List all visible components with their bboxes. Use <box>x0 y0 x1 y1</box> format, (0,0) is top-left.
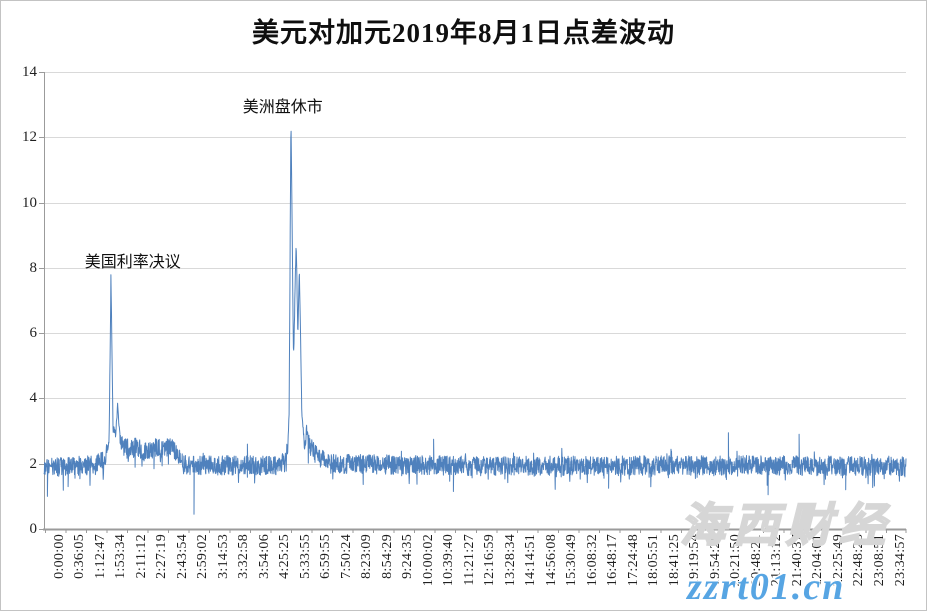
x-axis-label: 1:12:47 <box>92 534 108 579</box>
x-axis-label: 15:30:49 <box>564 534 580 587</box>
x-axis-label: 7:50:24 <box>338 534 354 579</box>
y-axis-label: 12 <box>22 129 37 146</box>
x-axis-label: 10:39:40 <box>441 534 457 587</box>
y-axis-label: 10 <box>22 194 37 211</box>
y-axis-label: 2 <box>29 455 38 472</box>
x-axis-label: 12:16:59 <box>482 534 498 587</box>
x-axis-label: 13:28:34 <box>502 534 518 587</box>
annotation-rate-decision: 美国利率决议 <box>84 254 181 272</box>
x-axis-label: 1:53:34 <box>113 534 129 579</box>
x-axis-label: 6:59:55 <box>318 534 334 579</box>
chart-title: 美元对加元2019年8月1日点差波动 <box>252 18 675 48</box>
x-axis-label: 17:24:48 <box>625 534 641 587</box>
x-axis-label: 16:48:17 <box>605 534 621 587</box>
x-axis-label: 3:54:06 <box>256 534 272 579</box>
watermark-gray-text: 海西财经 <box>679 499 892 552</box>
x-axis-label: 14:56:08 <box>543 534 559 587</box>
x-axis-label: 0:00:00 <box>51 534 67 579</box>
x-axis-label: 3:32:58 <box>236 534 252 579</box>
x-axis-label: 18:05:51 <box>646 534 662 587</box>
y-axis-label: 0 <box>29 521 38 537</box>
x-axis-label: 10:00:02 <box>420 534 436 587</box>
x-axis-label: 11:21:27 <box>461 534 477 586</box>
y-axis-label: 4 <box>29 390 38 407</box>
x-axis-label: 2:43:54 <box>174 534 190 579</box>
x-axis-label: 4:25:25 <box>277 534 293 579</box>
x-axis-label: 16:08:32 <box>584 534 600 587</box>
x-axis-label: 0:36:05 <box>72 534 87 579</box>
x-axis-label: 3:14:53 <box>215 534 231 579</box>
spread-series-line <box>43 130 907 515</box>
x-axis-label: 14:14:51 <box>523 534 539 587</box>
x-axis-label: 23:34:57 <box>892 534 908 587</box>
x-axis-label: 2:11:12 <box>133 534 149 579</box>
x-axis-label: 2:27:19 <box>154 534 170 579</box>
y-axis-label: 8 <box>29 259 38 276</box>
x-axis-label: 5:33:55 <box>297 534 313 579</box>
x-axis-label: 9:24:35 <box>400 534 416 579</box>
y-axis-label: 14 <box>22 64 37 80</box>
x-axis-label: 8:54:29 <box>379 534 395 579</box>
watermark-site-text: zzrt01.cn <box>687 566 846 608</box>
x-axis-label: 2:59:02 <box>195 534 211 579</box>
annotation-market-close: 美洲盘休市 <box>242 99 323 117</box>
x-axis-label: 8:23:09 <box>359 534 375 579</box>
y-axis-label: 6 <box>29 325 38 342</box>
